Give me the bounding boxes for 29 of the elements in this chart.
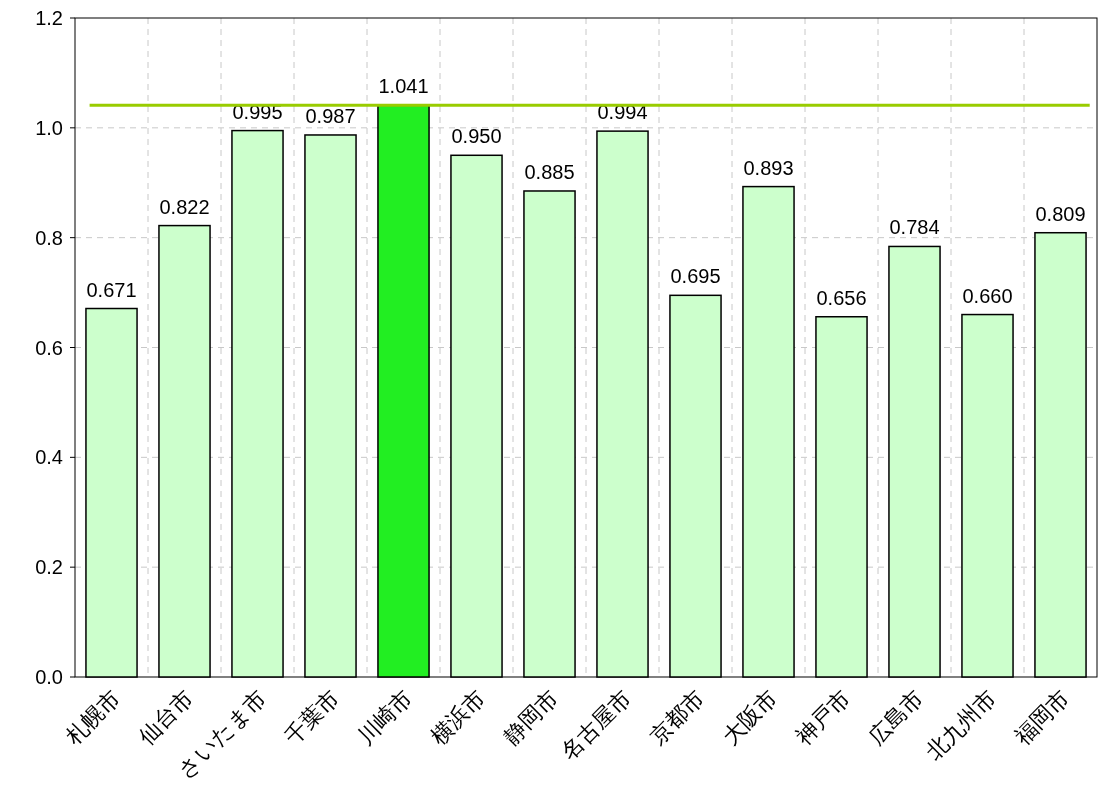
data-label: 0.671 [86,278,137,301]
data-label: 0.656 [816,286,867,309]
data-label: 1.041 [378,75,429,98]
x-tick-label: 札幌市 [60,684,126,750]
data-label: 0.987 [305,104,356,127]
data-label: 0.695 [670,265,721,288]
x-tick-label: 北九州市 [921,684,1002,765]
y-tick-label: 1.2 [35,7,63,29]
data-label: 0.822 [159,195,210,218]
data-label: 0.784 [889,216,940,239]
data-label: 0.809 [1035,202,1086,225]
x-tick-label: 神戸市 [790,684,856,750]
y-tick-label: 1.0 [35,116,63,139]
data-label: 0.893 [743,156,794,179]
x-tick-label: 川崎市 [352,684,418,750]
x-tick-label: 千葉市 [279,684,345,750]
data-label: 0.885 [524,160,575,183]
y-tick-label: 0.2 [35,556,63,579]
x-tick-label: 京都市 [644,684,710,750]
y-tick-label: 0.4 [35,446,63,469]
y-tick-label: 0.0 [35,666,63,688]
data-label: 0.950 [451,125,502,148]
x-tick-label: 仙台市 [133,684,199,750]
y-tick-label: 0.8 [35,226,63,249]
x-tick-label: 福岡市 [1009,684,1075,750]
x-tick-label: 大阪市 [717,684,783,750]
data-label: 0.660 [962,284,1013,307]
x-tick-label: 横浜市 [425,684,491,750]
y-tick-label: 0.6 [35,336,63,359]
